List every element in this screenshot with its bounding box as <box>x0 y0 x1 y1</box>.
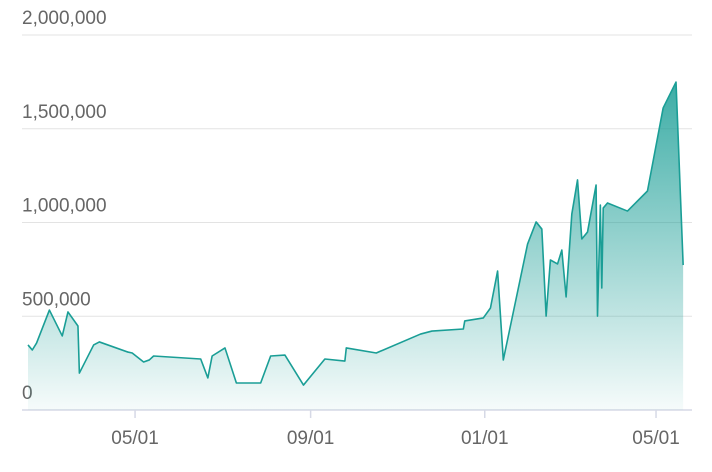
y-tick-label: 1,500,000 <box>22 102 107 123</box>
x-tick-label: 05/01 <box>632 428 680 449</box>
y-tick-label: 500,000 <box>22 289 91 310</box>
x-tick-label: 01/01 <box>461 428 509 449</box>
area-fill <box>28 82 684 410</box>
y-tick-label: 0 <box>22 383 33 404</box>
y-tick-label: 2,000,000 <box>22 8 107 29</box>
x-tick-label: 05/01 <box>111 428 159 449</box>
y-tick-label: 1,000,000 <box>22 196 107 217</box>
area-line <box>27 81 684 386</box>
x-tick-label: 09/01 <box>287 428 335 449</box>
